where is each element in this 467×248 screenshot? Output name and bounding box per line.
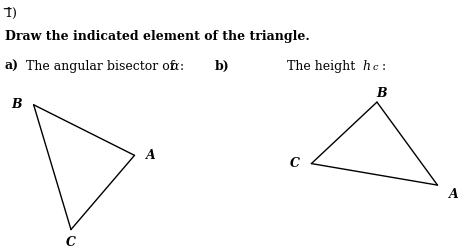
Text: B: B [376,87,387,100]
Text: C: C [66,236,76,248]
Text: The height: The height [287,60,360,72]
Text: :: : [382,60,386,72]
Text: a): a) [5,60,19,72]
Text: B: B [11,98,22,111]
Text: Draw the indicated element of the triangle.: Draw the indicated element of the triang… [5,30,310,43]
Text: :: : [180,60,184,72]
Text: α: α [170,60,179,72]
Text: A: A [449,187,459,201]
Text: c: c [373,63,378,72]
Text: h: h [362,60,370,72]
Text: The angular bisector of: The angular bisector of [26,60,178,72]
Text: A: A [146,149,156,162]
Text: 1): 1) [5,7,18,20]
Text: b): b) [215,60,230,72]
Text: C: C [290,157,300,170]
